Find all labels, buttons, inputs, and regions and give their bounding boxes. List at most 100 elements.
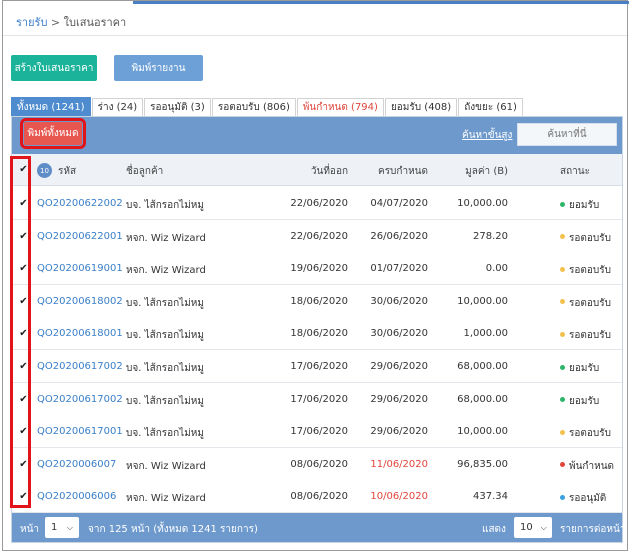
customer-name: หจก. Wiz Wizard (126, 493, 206, 505)
status-tabs: ทั้งหมด (1241) ร่าง (24) รออนุมัติ (3) รอตอ… (11, 97, 524, 116)
row-checkbox[interactable]: ✔ (19, 393, 28, 405)
chevron-down-icon: ⌵ (540, 522, 547, 532)
breadcrumb-root-link[interactable]: รายรับ (16, 16, 48, 29)
customer-name: หจก. Wiz Wizard (126, 460, 206, 472)
row-checkbox[interactable]: ✔ (19, 230, 28, 242)
row-checkbox[interactable]: ✔ (19, 263, 28, 275)
row-checkbox[interactable]: ✔ (19, 361, 28, 372)
table-row[interactable]: ✔ QO2020006006 หจก. Wiz Wizard 08/06/2020 10… (12, 480, 622, 514)
row-checkbox[interactable]: ✔ (19, 198, 28, 209)
status-label: รอตอบรับ (569, 428, 611, 440)
page-select[interactable]: 1 ⌵ (45, 517, 79, 538)
status-badge: รอตอบรับ (560, 263, 611, 278)
table-row[interactable]: ✔ QO20200622002 บจ. ไส้กรอกไม่หมู 22/06/202… (12, 187, 622, 220)
header-divider (3, 35, 627, 36)
quotation-code-link[interactable]: QO20200622001 (37, 230, 123, 242)
per-page-select[interactable]: 10 ⌵ (514, 517, 552, 538)
amount-value: 68,000.00 (457, 361, 508, 372)
amount-value: 10,000.00 (457, 295, 508, 307)
table-row[interactable]: ✔ QO20200618001 บจ. ไส้กรอกไม่หมู 18/06/202… (12, 317, 622, 351)
customer-name: หจก. Wiz Wizard (126, 265, 206, 277)
select-all-checkbox[interactable]: ✔ (19, 164, 28, 175)
table-row[interactable]: ✔ QO20200617002 บจ. ไส้กรอกไม่หมู 17/06/202… (12, 382, 622, 416)
status-dot-icon (560, 397, 565, 403)
status-badge: รอตอบรับ (560, 296, 611, 311)
quotation-panel: พิมพ์ทั้งหมด ค้นหาขั้นสูง ✔ 10 รหัส ชื่อ… (11, 116, 625, 543)
status-badge: ยอมรับ (560, 394, 599, 409)
panel-toolbar: พิมพ์ทั้งหมด ค้นหาขั้นสูง (12, 117, 622, 154)
row-checkbox[interactable]: ✔ (19, 458, 28, 470)
tab-1[interactable]: ร่าง (24) (91, 98, 144, 116)
status-dot-icon (560, 331, 565, 337)
due-date: 10/06/2020 (370, 491, 428, 503)
table-row[interactable]: ✔ QO20200617001 บจ. ไส้กรอกไม่หมู 17/06/202… (12, 415, 622, 449)
customer-name: บจ. ไส้กรอกไม่หมู (126, 428, 204, 440)
status-label: ยอมรับ (569, 200, 600, 211)
tab-2[interactable]: รออนุมัติ (3) (144, 98, 211, 116)
status-dot-icon (560, 429, 565, 435)
quotation-code-link[interactable]: QO2020006006 (37, 491, 117, 503)
table-row[interactable]: ✔ QO20200618002 บจ. ไส้กรอกไม่หมู 18/06/202… (12, 284, 622, 318)
tab-0[interactable]: ทั้งหมด (1241) (11, 97, 91, 116)
quotation-code-link[interactable]: QO20200618002 (37, 295, 123, 307)
header-value[interactable]: มูลค่า (B) (465, 166, 508, 177)
advanced-search-link[interactable]: ค้นหาขั้นสูง (462, 130, 513, 141)
create-quotation-button[interactable]: สร้างใบเสนอราคา (11, 55, 97, 81)
quotation-code-link[interactable]: QO20200617002 (37, 393, 123, 405)
row-checkbox[interactable]: ✔ (19, 295, 28, 307)
table-row[interactable]: ✔ QO2020006007 หจก. Wiz Wizard 08/06/2020 11… (12, 447, 622, 481)
tab-4[interactable]: พ้นกำหนด (794) (296, 98, 384, 116)
page-select-value: 1 (51, 522, 58, 533)
status-label: รอตอบรับ (569, 330, 611, 342)
quotation-code-link[interactable]: QO20200619001 (37, 263, 123, 275)
quotation-code-link[interactable]: QO2020006007 (37, 458, 117, 470)
tab-6[interactable]: ถังขยะ (61) (458, 98, 523, 116)
tab-5[interactable]: ยอมรับ (408) (384, 98, 458, 116)
table-row[interactable]: ✔ QO20200619001 หจก. Wiz Wizard 19/06/2020 0… (12, 252, 622, 286)
quotation-code-link[interactable]: QO20200618001 (37, 328, 123, 340)
status-label: พ้นกำหนด (569, 460, 615, 472)
issued-date: 08/06/2020 (290, 458, 348, 470)
top-accent-bar (133, 1, 629, 4)
amount-value: 10,000.00 (457, 198, 508, 209)
amount-value: 1,000.00 (463, 328, 508, 340)
print-report-button[interactable]: พิมพ์รายงาน (114, 55, 203, 81)
quotation-code-link[interactable]: QO20200617001 (37, 426, 123, 438)
page-summary: จาก 125 หน้า (ทั้งหมด 1241 รายการ) (88, 524, 258, 535)
row-checkbox[interactable]: ✔ (19, 426, 28, 438)
row-checkbox[interactable]: ✔ (19, 491, 28, 503)
status-label: ยอมรับ (569, 363, 600, 374)
quotation-code-link[interactable]: QO20200617002 (37, 361, 123, 372)
status-dot-icon (560, 266, 565, 272)
search-input[interactable] (517, 123, 617, 146)
tab-3[interactable]: รอตอบรับ (806) (211, 98, 296, 116)
status-badge: รอตอบรับ (560, 231, 611, 246)
header-customer[interactable]: ชื่อลูกค้า (126, 166, 164, 177)
status-label: รอตอบรับ (569, 297, 611, 309)
amount-value: 437.34 (473, 491, 508, 503)
row-checkbox[interactable]: ✔ (19, 328, 28, 340)
header-issued[interactable]: วันที่ออก (310, 166, 348, 177)
due-date: 30/06/2020 (370, 295, 428, 307)
print-all-button[interactable]: พิมพ์ทั้งหมด (20, 118, 86, 149)
due-date: 30/06/2020 (370, 328, 428, 340)
due-date: 01/07/2020 (370, 263, 428, 275)
issued-date: 17/06/2020 (290, 393, 348, 405)
header-code[interactable]: รหัส (58, 166, 77, 177)
status-badge: รอตอบรับ (560, 426, 611, 441)
customer-name: บจ. ไส้กรอกไม่หมู (126, 395, 204, 407)
header-status[interactable]: สถานะ (560, 166, 590, 177)
status-dot-icon (560, 201, 565, 207)
table-row[interactable]: ✔ QO20200622001 หจก. Wiz Wizard 22/06/2020 2… (12, 219, 622, 253)
customer-name: บจ. ไส้กรอกไม่หมู (126, 363, 204, 374)
issued-date: 19/06/2020 (290, 263, 348, 275)
pagination-bar: หน้า 1 ⌵ จาก 125 หน้า (ทั้งหมด 1241 รายก… (12, 513, 625, 542)
issued-date: 18/06/2020 (290, 328, 348, 340)
header-due[interactable]: ครบกำหนด (378, 166, 428, 177)
quotation-code-link[interactable]: QO20200622002 (37, 198, 123, 209)
per-page-select-value: 10 (520, 522, 533, 533)
table-row[interactable]: ✔ QO20200617002 บจ. ไส้กรอกไม่หมู 17/06/202… (12, 350, 622, 383)
status-label: ยอมรับ (569, 395, 600, 407)
status-label: รอตอบรับ (569, 232, 611, 244)
